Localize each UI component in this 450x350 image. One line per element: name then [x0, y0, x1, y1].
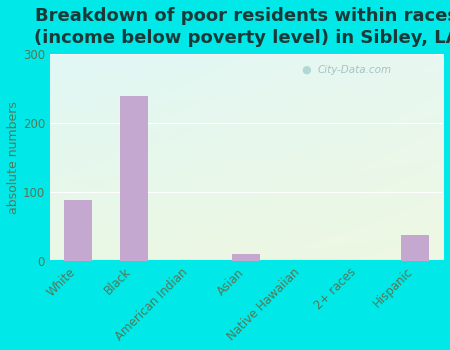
Bar — [120, 96, 148, 261]
Bar — [64, 200, 92, 261]
Text: City-Data.com: City-Data.com — [317, 65, 392, 75]
Bar — [401, 235, 429, 261]
Bar — [232, 254, 261, 261]
Title: Breakdown of poor residents within races
(income below poverty level) in Sibley,: Breakdown of poor residents within races… — [34, 7, 450, 47]
Text: ●: ● — [302, 65, 311, 75]
Y-axis label: absolute numbers: absolute numbers — [7, 101, 20, 214]
